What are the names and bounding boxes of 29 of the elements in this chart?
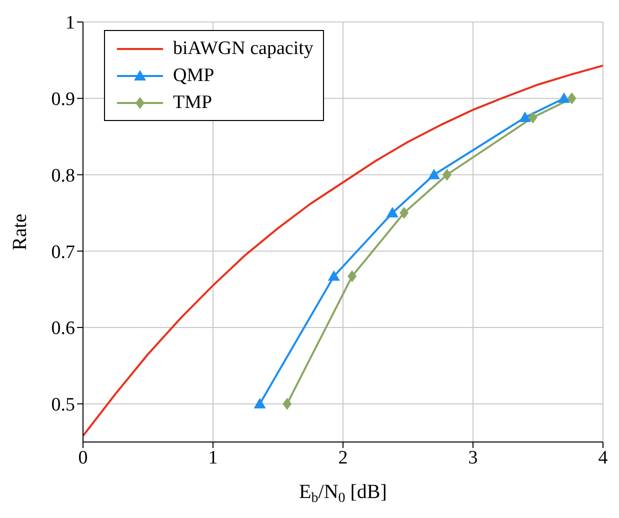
point <box>254 398 266 408</box>
x-tick-label: 0 <box>78 447 88 468</box>
line-series <box>83 64 603 437</box>
y-tick-label: 1 <box>66 12 75 34</box>
y-tick-label: 0.9 <box>51 89 75 110</box>
point <box>428 168 440 180</box>
y-tick-label: 0.8 <box>51 165 75 186</box>
y-tick-label: 0.7 <box>51 242 75 263</box>
point <box>442 168 452 181</box>
point <box>519 111 531 122</box>
point <box>282 398 292 410</box>
x-axis-title: E$_{b}$/N$_{0}$ [dB] <box>299 481 387 506</box>
point <box>400 206 409 219</box>
y-axis-title: Rate <box>9 214 31 250</box>
legend-label: QMP <box>173 64 214 88</box>
legend-label: TMP <box>173 91 212 115</box>
point <box>328 270 340 281</box>
point <box>348 270 357 282</box>
legend-label: biAWGN capacity <box>173 37 314 61</box>
point <box>558 92 570 103</box>
y-tick-label: 0.6 <box>51 318 75 340</box>
x-tick-label: 1 <box>208 447 218 468</box>
point <box>528 111 538 124</box>
x-tick-label: 3 <box>468 447 478 468</box>
x-tick-label: 4 <box>598 447 608 468</box>
y-tick-label: 0.5 <box>51 394 75 416</box>
point <box>567 92 576 104</box>
x-tick-label: 2 <box>338 447 348 468</box>
point <box>386 206 398 218</box>
